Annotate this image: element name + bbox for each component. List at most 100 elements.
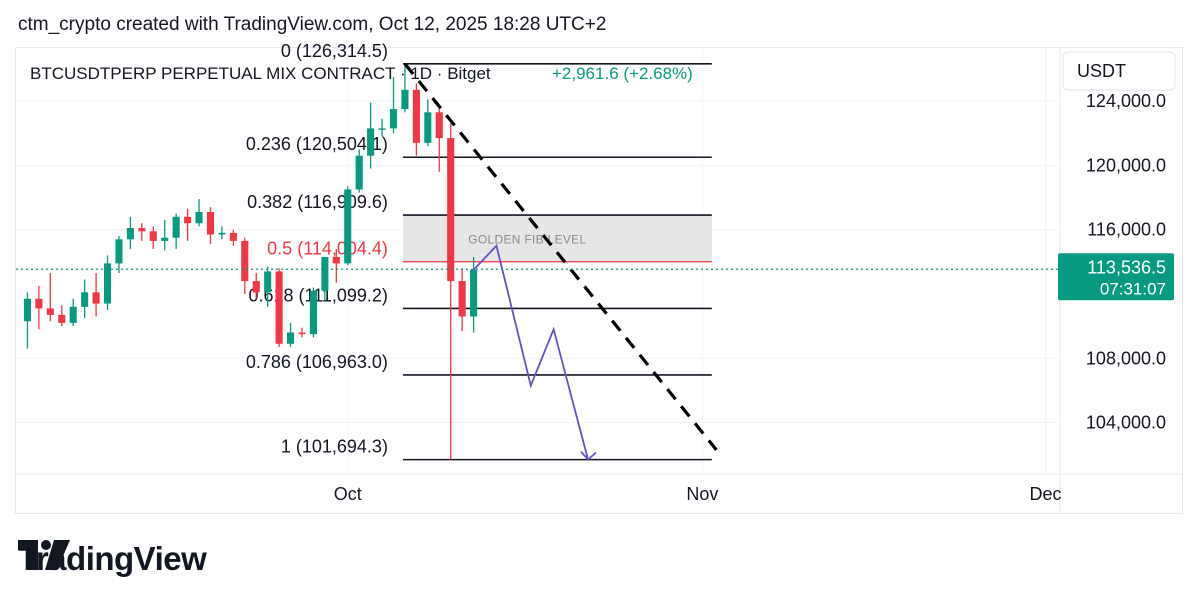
candle-body <box>103 263 112 304</box>
candle-body <box>378 128 386 130</box>
candle-body <box>58 314 66 323</box>
candle[interactable] <box>344 186 352 266</box>
price-tick-label: 108,000.0 <box>1086 348 1166 368</box>
candle-body <box>435 112 443 139</box>
candle[interactable] <box>264 266 272 307</box>
candle-body <box>229 232 237 241</box>
candle-body <box>458 281 466 317</box>
candle[interactable] <box>378 118 386 137</box>
candle[interactable] <box>23 292 31 349</box>
projection-path <box>472 243 589 460</box>
candle[interactable] <box>435 105 443 172</box>
candle[interactable] <box>309 287 317 338</box>
candle[interactable] <box>458 268 466 331</box>
candle[interactable] <box>332 248 340 283</box>
fib-level-label: 0 (126,314.5) <box>281 41 388 61</box>
candle[interactable] <box>389 76 398 134</box>
symbol-title[interactable]: BTCUSDTPERP PERPETUAL MIX CONTRACT · 1D … <box>30 64 491 83</box>
candle[interactable] <box>321 256 329 301</box>
candle-body <box>81 292 89 307</box>
fib-level-label: 0.786 (106,963.0) <box>246 352 388 372</box>
candle[interactable] <box>252 273 260 299</box>
last-price-badge: 113,536.5 07:31:07 <box>1058 253 1174 301</box>
candle[interactable] <box>412 83 420 156</box>
tradingview-logo: TradingView <box>18 540 207 577</box>
candle-body <box>252 281 260 293</box>
candle-body <box>172 216 180 238</box>
candle-body <box>149 231 157 241</box>
candle[interactable] <box>367 102 375 169</box>
time-tick-label: Oct <box>334 484 362 504</box>
symbol-legend[interactable]: BTCUSDTPERP PERPETUAL MIX CONTRACT · 1D … <box>30 64 693 83</box>
candle-body <box>275 271 283 344</box>
candle[interactable] <box>149 226 157 249</box>
bar-countdown: 07:31:07 <box>1100 279 1166 298</box>
candle[interactable] <box>103 255 112 311</box>
candle[interactable] <box>58 305 66 327</box>
fib-level-label: 0.236 (120,504.1) <box>246 134 388 154</box>
candle[interactable] <box>172 213 180 249</box>
price-tick-label: 116,000.0 <box>1087 220 1166 240</box>
golden-fib-zone-label: GOLDEN FIB LEVEL <box>468 232 586 246</box>
candle[interactable] <box>138 223 146 241</box>
last-price-value: 113,536.5 <box>1087 257 1166 277</box>
candle-body <box>264 271 272 293</box>
candle[interactable] <box>161 220 169 251</box>
candle-body <box>287 332 295 344</box>
time-tick-label: Nov <box>686 484 718 504</box>
candle[interactable] <box>401 65 409 113</box>
candle[interactable] <box>287 322 295 348</box>
candle-body <box>35 298 43 309</box>
time-tick-label: Dec <box>1030 484 1062 504</box>
price-change: +2,961.6 (+2.68%) <box>552 64 693 83</box>
candle-body <box>412 89 420 143</box>
candle[interactable] <box>92 273 100 317</box>
candle-body <box>424 112 432 143</box>
candle-body <box>447 138 455 282</box>
price-tick-label: 104,000.0 <box>1086 413 1166 433</box>
projection-arrow-head <box>580 450 597 461</box>
candle[interactable] <box>126 216 134 249</box>
candle-body <box>138 228 146 232</box>
candle-body <box>241 240 249 282</box>
candle-body <box>389 109 398 129</box>
candle[interactable] <box>115 236 123 274</box>
candle-body <box>46 308 54 315</box>
candle[interactable] <box>81 279 89 319</box>
candle-body <box>367 128 375 156</box>
candle-body <box>321 256 329 291</box>
currency-selector-bg[interactable] <box>1062 51 1176 91</box>
candle[interactable] <box>35 285 43 330</box>
currency-selector[interactable]: USDT <box>1062 51 1176 91</box>
candle[interactable] <box>69 298 77 327</box>
fib-level-label: 0.5 (114,004.4) <box>267 239 388 259</box>
candle-body <box>126 228 134 240</box>
candle[interactable] <box>46 273 54 322</box>
candle[interactable] <box>218 226 226 240</box>
candle[interactable] <box>355 149 363 193</box>
candle[interactable] <box>229 229 237 246</box>
candle[interactable] <box>298 327 306 338</box>
candle-body <box>206 211 215 235</box>
fib-level-label: 0.382 (116,909.6) <box>247 192 388 212</box>
candle[interactable] <box>424 99 432 147</box>
candle[interactable] <box>206 207 215 245</box>
dashed-trend-line <box>403 62 718 451</box>
candle[interactable] <box>195 199 203 227</box>
candle-body <box>218 232 226 235</box>
price-tick-label: 124,000.0 <box>1086 91 1166 111</box>
candle-body <box>355 155 363 190</box>
fib-level-label: 0.618 (111,099.2) <box>248 285 387 305</box>
candle-body <box>92 292 100 304</box>
candle-body <box>298 332 306 335</box>
candle[interactable] <box>184 208 192 241</box>
candle[interactable] <box>241 237 249 294</box>
candle[interactable] <box>275 268 283 348</box>
price-tick-label: 120,000.0 <box>1086 155 1166 175</box>
currency-label[interactable]: USDT <box>1077 61 1126 81</box>
candle-body <box>23 298 31 322</box>
candle-body <box>69 306 77 323</box>
candle[interactable] <box>447 123 455 460</box>
chart-frame <box>15 47 1183 514</box>
